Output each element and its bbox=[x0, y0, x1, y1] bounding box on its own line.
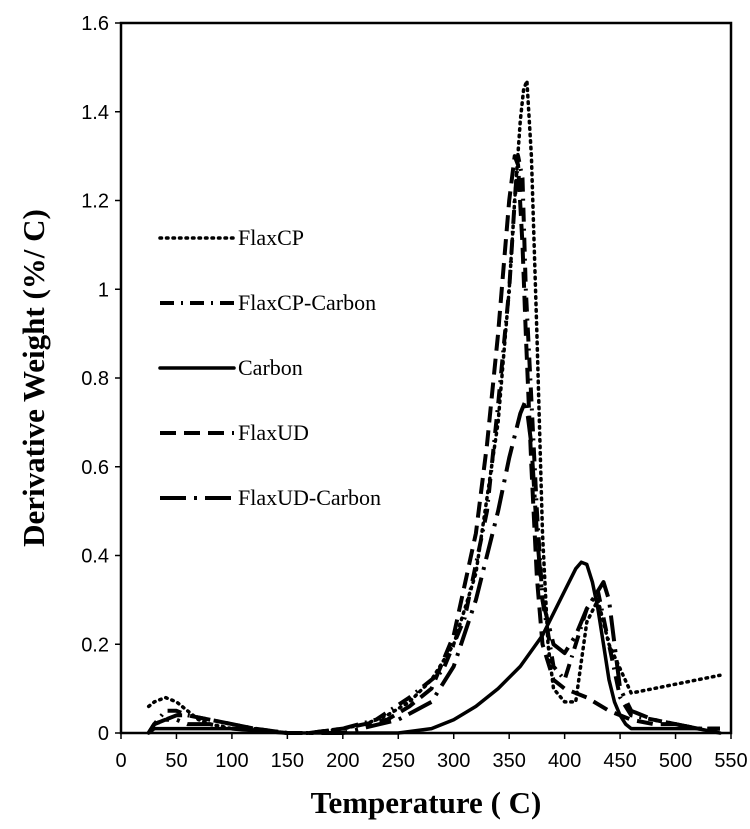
x-tick-label: 450 bbox=[603, 750, 636, 772]
y-axis-ticks: 0 0.2 0.4 0.6 0.8 1 1.2 1.4 1.6 bbox=[81, 13, 121, 745]
legend-label: Carbon bbox=[238, 355, 303, 380]
x-tick-label: 100 bbox=[215, 750, 248, 772]
series-line-flaxcp-carbon bbox=[147, 154, 720, 735]
x-tick-label: 0 bbox=[115, 750, 126, 772]
y-tick-label: 0.4 bbox=[81, 546, 109, 568]
legend-label: FlaxUD-Carbon bbox=[238, 485, 381, 510]
x-tick-label: 550 bbox=[714, 750, 747, 772]
x-tick-label: 350 bbox=[492, 750, 525, 772]
y-tick-label: 1.2 bbox=[81, 191, 109, 213]
x-axis-ticks: 0 50 100 150 200 250 300 350 400 450 500 550 bbox=[115, 733, 748, 772]
series-line-flaxud bbox=[147, 154, 720, 735]
y-tick-label: 0.2 bbox=[81, 634, 109, 656]
x-tick-label: 200 bbox=[326, 750, 359, 772]
legend: FlaxCP FlaxCP-Carbon Carbon FlaxUD FlaxUD-Ca… bbox=[158, 225, 381, 510]
y-tick-label: 0 bbox=[98, 723, 109, 745]
y-axis-title: Derivative Weight (%/ C) bbox=[16, 209, 51, 547]
legend-label: FlaxCP-Carbon bbox=[238, 290, 376, 315]
legend-label: FlaxCP bbox=[238, 225, 304, 250]
y-tick-label: 1 bbox=[98, 279, 109, 301]
legend-label: FlaxUD bbox=[238, 420, 309, 445]
x-tick-label: 150 bbox=[271, 750, 304, 772]
y-tick-label: 1.6 bbox=[81, 13, 109, 35]
y-tick-label: 0.6 bbox=[81, 457, 109, 479]
x-tick-label: 400 bbox=[548, 750, 581, 772]
series-line-flaxcp bbox=[146, 78, 722, 735]
x-tick-label: 300 bbox=[437, 750, 470, 772]
y-tick-label: 0.8 bbox=[81, 368, 109, 390]
series-line-carbon bbox=[146, 560, 722, 735]
series-line-flaxud-carbon bbox=[147, 398, 720, 735]
x-tick-label: 50 bbox=[165, 750, 187, 772]
x-tick-label: 500 bbox=[659, 750, 692, 772]
x-tick-label: 250 bbox=[382, 750, 415, 772]
y-tick-label: 1.4 bbox=[81, 102, 109, 124]
x-axis-title: Temperature ( C) bbox=[311, 785, 542, 820]
series-layer bbox=[146, 78, 722, 735]
plot-area bbox=[119, 21, 733, 735]
